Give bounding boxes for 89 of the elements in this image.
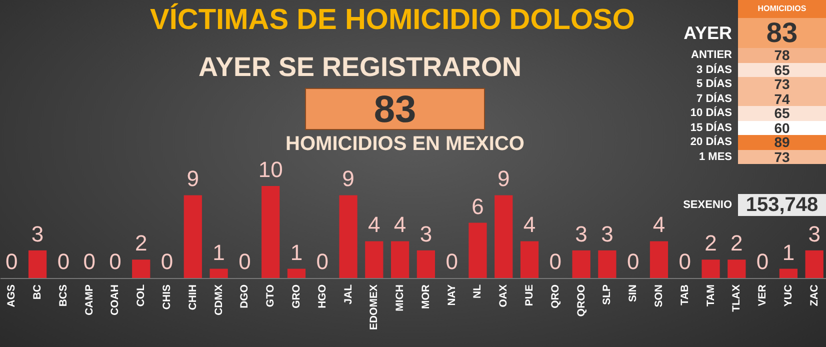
x-tick-label: YUC xyxy=(782,284,794,307)
x-tick-label: BCS xyxy=(57,284,70,307)
data-label: 0 xyxy=(678,249,692,274)
data-label: 0 xyxy=(549,249,562,274)
text: 65 xyxy=(738,105,826,121)
x-tick-label: TLAX xyxy=(730,284,743,312)
x-tick-label: CHIS xyxy=(161,284,174,310)
text: 73 xyxy=(738,76,826,92)
data-label: 2 xyxy=(730,230,743,256)
x-tick-label: GRO xyxy=(290,284,302,308)
x-tick-label: GTO xyxy=(264,284,277,308)
data-label: 2 xyxy=(134,230,148,256)
data-label: 3 xyxy=(601,221,614,246)
x-tick-label: COAH xyxy=(109,284,122,316)
x-tick-label: ZAC xyxy=(808,284,820,306)
text: HOMICIDIOS xyxy=(738,0,826,18)
text: 5 DÍAS xyxy=(696,78,733,90)
data-label: 9 xyxy=(186,166,200,192)
x-tick-label: COL xyxy=(135,284,148,307)
data-label: 4 xyxy=(394,212,406,238)
x-tick-label: SIN xyxy=(627,284,640,302)
chart-subtitle: AYER SE REGISTRARON xyxy=(197,52,523,83)
text: 83 xyxy=(305,88,485,131)
data-label: 0 xyxy=(109,249,122,274)
x-tick-label: NL xyxy=(472,284,484,298)
x-tick-label: QROO xyxy=(575,284,588,317)
data-label: 9 xyxy=(498,166,510,192)
x-tick-label: HGO xyxy=(316,284,328,308)
x-tick-label: MOR xyxy=(420,284,432,309)
data-label: 1 xyxy=(290,240,303,265)
text: 89 xyxy=(738,134,826,150)
text: ANTIER xyxy=(690,49,733,62)
x-tick-label: BC xyxy=(32,284,44,300)
data-label: 1 xyxy=(212,240,225,265)
x-tick-label: OAX xyxy=(498,284,510,308)
data-label: 3 xyxy=(31,221,44,246)
text: AYER xyxy=(682,22,733,44)
x-tick-label: EDOMEX xyxy=(368,284,380,330)
x-tick-label: CHIH xyxy=(186,284,199,310)
x-tick-label: AGS xyxy=(6,284,18,308)
text: 65 xyxy=(738,62,826,78)
data-label: 0 xyxy=(83,249,96,274)
x-tick-label: DGO xyxy=(238,284,251,308)
annotation: 153,748 xyxy=(738,194,826,216)
x-tick-label: TAM xyxy=(704,284,717,306)
x-tick-label: QRO xyxy=(549,284,562,308)
data-label: 0 xyxy=(626,249,640,274)
text: 73 xyxy=(738,148,826,164)
text: 10 DÍAS xyxy=(689,107,733,120)
data-label: 4 xyxy=(523,212,536,238)
x-tick-label: PUE xyxy=(524,284,536,306)
data-label: 0 xyxy=(160,249,174,274)
data-label: 3 xyxy=(420,221,432,246)
annotation: SEXENIO xyxy=(682,199,733,211)
data-label: 0 xyxy=(316,249,328,274)
text: 1 MES xyxy=(698,150,733,163)
text: 3 DÍAS xyxy=(696,64,733,76)
x-tick-label: CAMP xyxy=(83,284,96,316)
text: HOMICIDIOS EN MEXICO xyxy=(284,133,526,156)
data-label: 0 xyxy=(57,249,70,274)
x-tick-label: MICH xyxy=(394,284,406,312)
chart-title: VÍCTIMAS DE HOMICIDIO DOLOSO xyxy=(150,4,635,37)
x-tick-label: SLP xyxy=(601,284,614,305)
data-label: 6 xyxy=(472,194,484,219)
text: 74 xyxy=(738,90,826,106)
data-label: 1 xyxy=(782,240,795,265)
data-label: 0 xyxy=(238,249,251,274)
data-label: 0 xyxy=(446,249,458,274)
x-tick-label: CDMX xyxy=(212,284,225,316)
text: 7 DÍAS xyxy=(696,92,733,105)
data-label: 4 xyxy=(652,212,666,238)
x-tick-label: VER xyxy=(756,284,769,306)
data-label: 3 xyxy=(808,221,820,246)
data-label: 4 xyxy=(368,212,380,238)
x-tick-label: JAL xyxy=(342,284,354,304)
x-tick-label: TAB xyxy=(678,284,691,306)
text: 20 DÍAS xyxy=(689,136,733,148)
x-tick-label: NAY xyxy=(446,284,458,306)
x-tick-label: SON xyxy=(652,284,665,308)
text: 60 xyxy=(738,120,826,136)
text: 78 xyxy=(738,47,826,63)
text: 83 xyxy=(738,17,826,48)
data-label: 0 xyxy=(6,249,18,274)
data-label: 0 xyxy=(756,249,769,274)
data-label: 10 xyxy=(258,157,283,182)
text: 15 DÍAS xyxy=(689,122,733,134)
data-label: 9 xyxy=(342,166,354,192)
data-label: 2 xyxy=(704,230,717,256)
data-label: 3 xyxy=(575,221,588,246)
